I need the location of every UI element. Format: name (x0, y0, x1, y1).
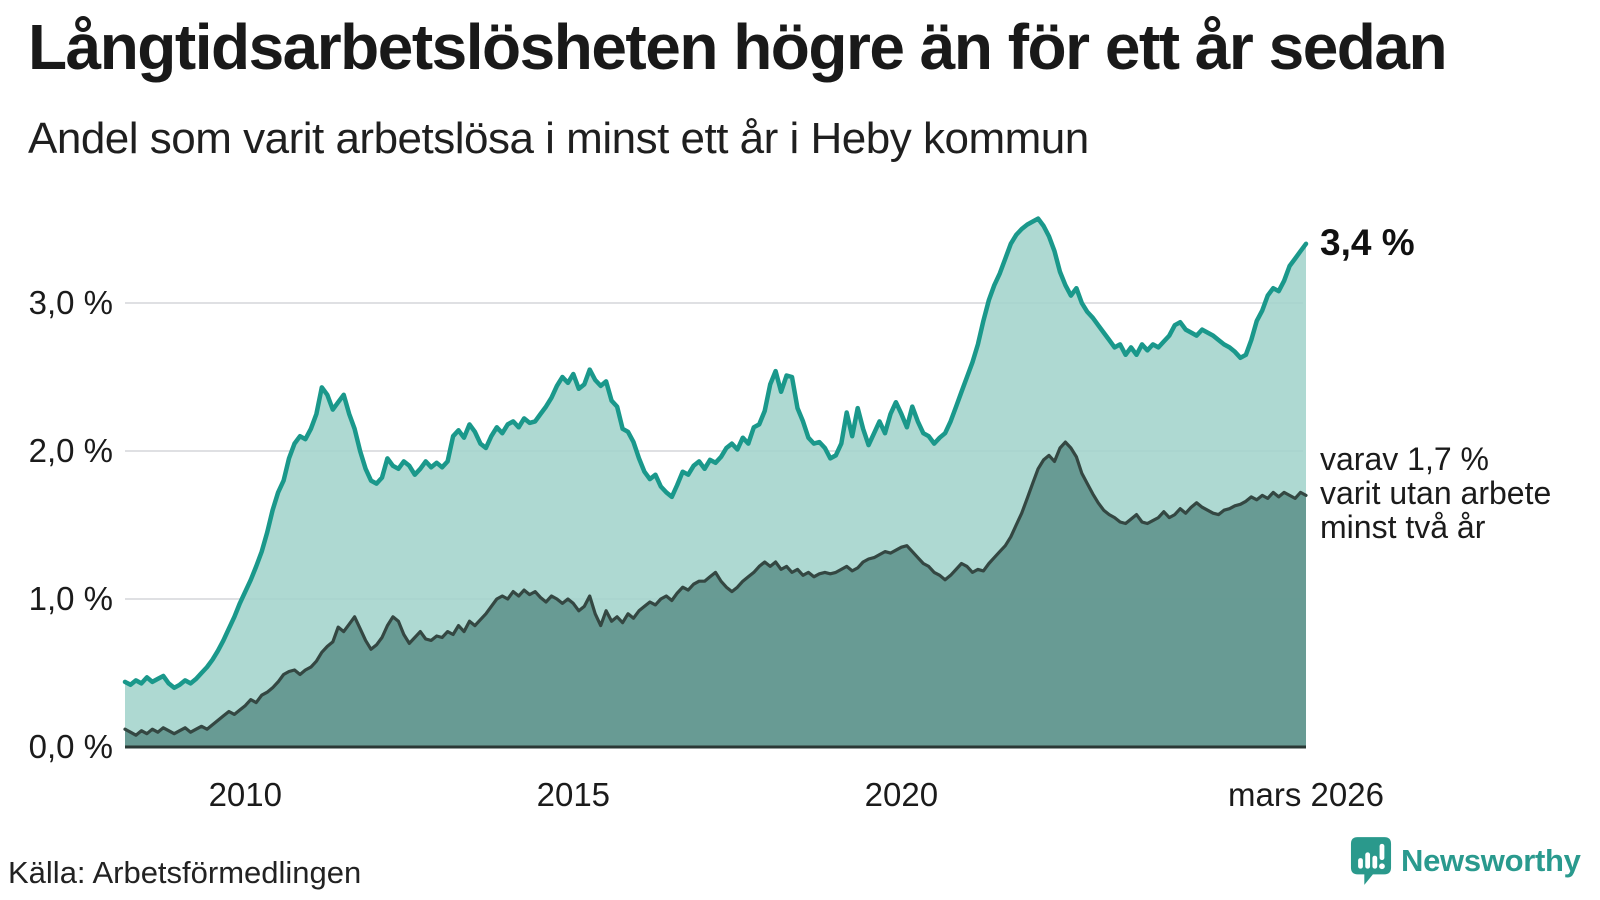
y-tick-label: 1,0 % (28, 580, 113, 617)
exclamation-dot-icon (1379, 863, 1385, 870)
bar-icon (1372, 855, 1378, 869)
area-unemployed-two-years (125, 442, 1306, 747)
x-tick-label: mars 2026 (1228, 776, 1384, 813)
end-value-label-total: 3,4 % (1320, 221, 1415, 263)
source-note: Källa: Arbetsförmedlingen (8, 855, 362, 890)
bar-icon (1365, 852, 1371, 869)
exclamation-icon (1379, 843, 1385, 861)
newsworthy-logo: Newsworthy (1350, 836, 1581, 886)
x-tick-label: 2020 (864, 776, 939, 813)
x-tick-label: 2015 (536, 776, 611, 813)
newsworthy-bubble-icon (1350, 837, 1392, 885)
line-unemployed-two-years (123, 440, 1308, 737)
end-value-label-two-years: varav 1,7 % varit utan arbete minst två … (1320, 441, 1552, 546)
newsworthy-wordmark: Newsworthy (1401, 843, 1581, 878)
chart-title: Långtidsarbetslösheten högre än för ett … (28, 11, 1448, 83)
y-tick-label: 3,0 % (28, 284, 113, 321)
y-tick-label: 0,0 % (28, 728, 113, 765)
x-tick-label: 2010 (208, 776, 282, 813)
bar-icon (1358, 858, 1363, 869)
chart-subtitle: Andel som varit arbetslösa i minst ett å… (28, 114, 1089, 163)
line-unemployed-one-year (122, 216, 1309, 691)
y-tick-label: 2,0 % (28, 432, 113, 469)
